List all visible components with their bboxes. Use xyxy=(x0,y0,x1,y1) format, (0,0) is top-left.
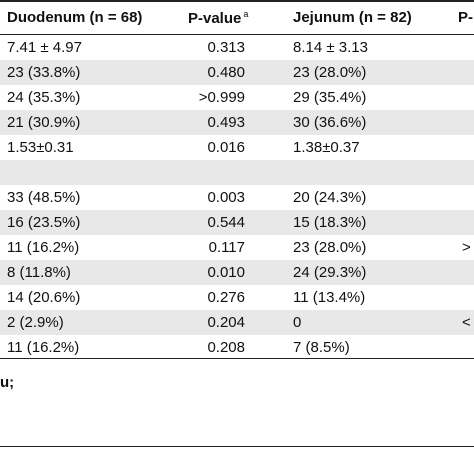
top-rule xyxy=(0,0,474,2)
header-p-value-label: P-value xyxy=(188,10,242,27)
cell-duodenum: 24 (35.3%) xyxy=(7,89,81,106)
table-row: 7.41 ± 4.97 0.313 8.14 ± 3.13 xyxy=(0,35,474,60)
cell-duodenum: 11 (16.2%) xyxy=(7,339,80,356)
header-jejunum: Jejunum (n = 82) xyxy=(293,9,412,26)
table-row: 14 (20.6%) 0.276 11 (13.4%) xyxy=(0,285,474,310)
cell-p-value: 0.117 xyxy=(208,239,245,256)
cell-jejunum: 29 (35.4%) xyxy=(293,89,367,106)
table-row: 16 (23.5%) 0.544 15 (18.3%) xyxy=(0,210,474,235)
cell-p-value: 0.493 xyxy=(207,114,245,131)
cell-p-value-2: < xyxy=(462,314,471,331)
cell-p-value: 0.016 xyxy=(207,139,245,156)
cell-p-value: 0.010 xyxy=(207,264,245,281)
table-row: 33 (48.5%) 0.003 20 (24.3%) xyxy=(0,185,474,210)
cell-jejunum: 23 (28.0%) xyxy=(293,239,367,256)
header-rule xyxy=(0,34,474,35)
cell-p-value: 0.204 xyxy=(207,314,245,331)
cell-jejunum: 20 (24.3%) xyxy=(293,189,367,206)
cell-jejunum: 15 (18.3%) xyxy=(293,214,367,231)
cell-p-value: 0.003 xyxy=(207,189,245,206)
table-row: 11 (16.2%) 0.117 23 (28.0%) > xyxy=(0,235,474,260)
header-p-value-superscript: a xyxy=(243,9,249,19)
cell-p-value: 0.480 xyxy=(207,64,245,81)
cell-p-value: 0.276 xyxy=(207,289,245,306)
cell-p-value-2: > xyxy=(462,239,471,256)
table-row: 8 (11.8%) 0.010 24 (29.3%) xyxy=(0,260,474,285)
header-duodenum: Duodenum (n = 68) xyxy=(7,9,143,26)
cell-duodenum: 2 (2.9%) xyxy=(7,314,64,331)
cell-jejunum: 8.14 ± 3.13 xyxy=(293,39,368,56)
cell-jejunum: 1.38±0.37 xyxy=(293,139,360,156)
header-p-value: P-value a xyxy=(188,9,248,27)
cell-p-value: >0.999 xyxy=(198,89,245,106)
cell-duodenum: 1.53±0.31 xyxy=(7,139,74,156)
footer-rule xyxy=(0,446,474,447)
cell-jejunum: 11 (13.4%) xyxy=(293,289,366,306)
cell-duodenum: 21 (30.9%) xyxy=(7,114,81,131)
table-row: 2 (2.9%) 0.204 0 < xyxy=(0,310,474,335)
footnote-text: u; xyxy=(0,374,15,391)
cell-jejunum: 7 (8.5%) xyxy=(293,339,350,356)
cell-duodenum: 14 (20.6%) xyxy=(7,289,81,306)
cell-duodenum: 33 (48.5%) xyxy=(7,189,81,206)
cell-duodenum: 16 (23.5%) xyxy=(7,214,81,231)
cell-jejunum: 0 xyxy=(293,314,302,331)
cell-duodenum: 23 (33.8%) xyxy=(7,64,81,81)
cell-p-value: 0.313 xyxy=(207,39,245,56)
cell-duodenum: 7.41 ± 4.97 xyxy=(7,39,82,56)
table-row: 1.53±0.31 0.016 1.38±0.37 xyxy=(0,135,474,160)
table-row: 24 (35.3%) >0.999 29 (35.4%) xyxy=(0,85,474,110)
cell-jejunum: 30 (36.6%) xyxy=(293,114,367,131)
table-row: 23 (33.8%) 0.480 23 (28.0%) xyxy=(0,60,474,85)
cell-jejunum: 24 (29.3%) xyxy=(293,264,367,281)
cell-duodenum: 11 (16.2%) xyxy=(7,239,80,256)
cell-p-value: 0.208 xyxy=(207,339,245,356)
table-row: 11 (16.2%) 0.208 7 (8.5%) xyxy=(0,335,474,360)
table-row: 21 (30.9%) 0.493 30 (36.6%) xyxy=(0,110,474,135)
cell-jejunum: 23 (28.0%) xyxy=(293,64,367,81)
bottom-rule xyxy=(0,358,474,359)
header-p-value-2: P- xyxy=(458,9,473,26)
cell-p-value: 0.544 xyxy=(207,214,245,231)
table-row xyxy=(0,160,474,185)
cell-duodenum: 8 (11.8%) xyxy=(7,264,71,281)
